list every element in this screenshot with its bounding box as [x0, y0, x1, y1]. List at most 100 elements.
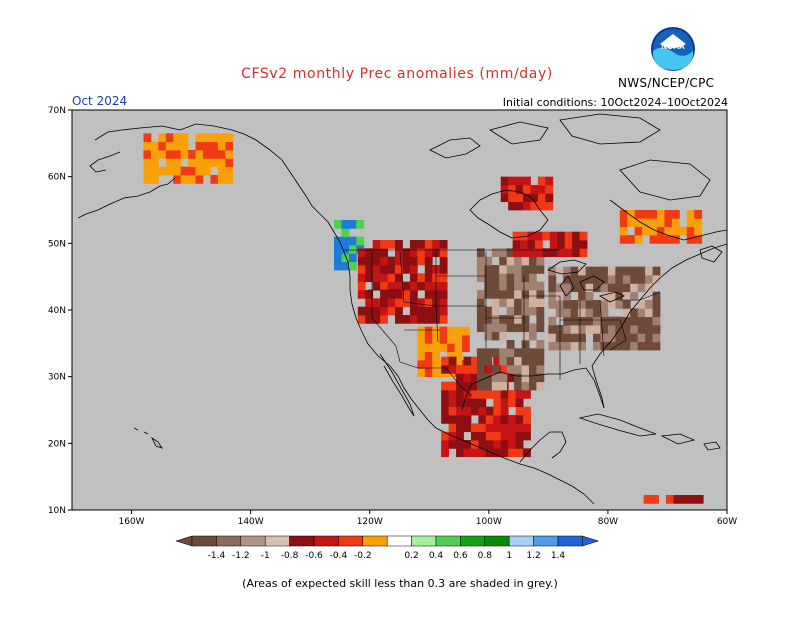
anomaly-cell: [439, 306, 448, 316]
anomaly-cell: [515, 415, 524, 424]
anomaly-cell: [593, 275, 601, 284]
anomaly-cell: [210, 150, 219, 159]
anomaly-cell: [424, 368, 433, 378]
anomaly-cell: [548, 300, 557, 309]
anomaly-cell: [530, 193, 539, 203]
anomaly-cell: [637, 341, 646, 351]
anomaly-cell: [456, 373, 464, 383]
anomaly-cell: [637, 283, 646, 293]
anomaly-cell: [500, 431, 509, 441]
anomaly-cell: [478, 406, 487, 416]
anomaly-cell: [630, 333, 639, 343]
anomaly-cell: [380, 315, 388, 324]
anomaly-cell: [564, 231, 573, 241]
anomaly-cell: [478, 431, 487, 441]
anomaly-cell: [409, 248, 418, 258]
anomaly-cell: [456, 406, 464, 416]
anomaly-cell: [432, 368, 441, 378]
anomaly-cell: [657, 210, 665, 219]
anomaly-cell: [448, 381, 457, 391]
anomaly-cell: [630, 308, 639, 318]
anomaly-cell: [564, 240, 573, 249]
anomaly-cell: [622, 266, 631, 276]
anomaly-cell: [463, 398, 472, 408]
anomaly-cell: [493, 398, 502, 408]
anomaly-cell: [454, 335, 463, 344]
anomaly-cell: [484, 381, 493, 391]
anomaly-cell: [520, 231, 528, 241]
anomaly-cell: [637, 325, 646, 334]
y-tick-label: 10N: [48, 506, 66, 516]
anomaly-cell: [521, 381, 530, 391]
anomaly-cell: [523, 415, 531, 424]
anomaly-cell: [188, 175, 196, 184]
anomaly-cell: [515, 193, 524, 203]
anomaly-cell: [173, 166, 182, 176]
anomaly-cell: [395, 281, 403, 291]
anomaly-cell: [491, 381, 500, 391]
anomaly-cell: [671, 210, 680, 219]
anomaly-cell: [447, 326, 455, 336]
anomaly-cell: [508, 201, 517, 211]
anomaly-cell: [454, 351, 463, 361]
anomaly-cell: [637, 275, 646, 284]
anomaly-cell: [570, 300, 579, 309]
anomaly-cell: [499, 381, 508, 391]
anomaly-cell: [173, 150, 182, 159]
anomaly-cell: [448, 415, 457, 424]
anomaly-cell: [476, 248, 485, 258]
y-tick-label: 70N: [48, 106, 66, 116]
anomaly-cell: [165, 158, 174, 168]
anomaly-cell: [537, 185, 546, 194]
colorbar-label: -0.8: [281, 551, 299, 561]
anomaly-cell: [372, 306, 381, 316]
anomaly-cell: [593, 300, 601, 309]
initial-conditions: Initial conditions: 10Oct2024–10Oct2024: [502, 96, 728, 109]
anomaly-cell: [456, 448, 464, 458]
anomaly-cell: [536, 298, 545, 308]
anomaly-cell: [225, 166, 234, 176]
anomaly-cell: [664, 235, 673, 244]
anomaly-cell: [536, 348, 545, 358]
anomaly-cell: [470, 381, 479, 391]
anomaly-cell: [521, 365, 530, 374]
anomaly-cell: [493, 390, 502, 399]
anomaly-cell: [372, 248, 381, 258]
anomaly-cell: [380, 240, 388, 249]
anomaly-cell: [380, 290, 388, 299]
anomaly-cell: [448, 423, 457, 433]
anomaly-cell: [424, 240, 433, 249]
anomaly-cell: [578, 316, 586, 326]
anomaly-cell: [536, 256, 545, 266]
anomaly-cell: [491, 373, 500, 383]
anomaly-cell: [520, 240, 528, 249]
anomaly-cell: [622, 325, 631, 334]
anomaly-cell: [657, 226, 665, 236]
anomaly-cell: [441, 356, 450, 366]
anomaly-cell: [365, 290, 374, 299]
anomaly-cell: [499, 323, 508, 333]
anomaly-cell: [225, 133, 234, 143]
anomaly-cell: [365, 265, 374, 274]
anomaly-cell: [195, 166, 204, 176]
anomaly-cell: [143, 158, 152, 168]
anomaly-cell: [439, 326, 448, 336]
anomaly-cell: [508, 373, 517, 383]
anomaly-cell: [578, 333, 586, 343]
anomaly-cell: [372, 265, 381, 274]
anomaly-cell: [456, 415, 464, 424]
x-axis-ticks: 160W 140W 120W 100W 80W 60W: [119, 510, 737, 527]
anomaly-cell: [380, 248, 388, 258]
anomaly-cell: [424, 315, 433, 324]
anomaly-cell: [607, 300, 616, 309]
anomaly-cell: [579, 231, 588, 241]
anomaly-cell: [387, 240, 396, 249]
anomaly-cell: [521, 373, 530, 383]
anomaly-cell: [570, 283, 579, 293]
anomaly-cell: [557, 248, 566, 258]
anomaly-cell: [512, 240, 521, 249]
anomaly-cell: [499, 256, 508, 266]
anomaly-cell: [188, 166, 196, 176]
anomaly-cell: [515, 185, 524, 194]
anomaly-cell: [463, 365, 472, 374]
